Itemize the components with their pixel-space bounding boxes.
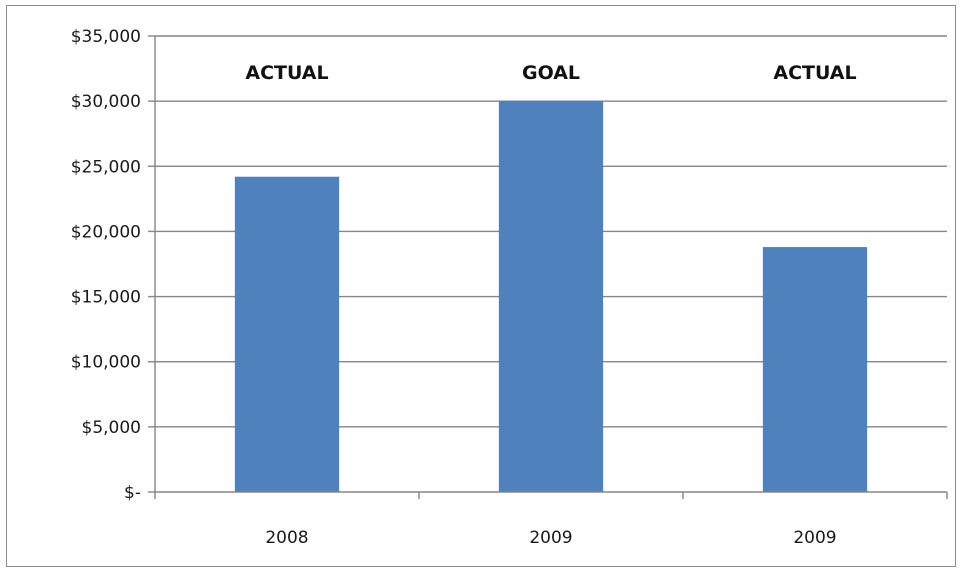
y-tick-label: $35,000	[71, 27, 141, 47]
bars	[234, 101, 868, 493]
y-tick-label: $10,000	[71, 353, 141, 373]
bar-annotation: ACTUAL	[245, 62, 328, 84]
bar	[762, 247, 868, 492]
y-tick-label: $-	[124, 483, 141, 503]
bar-annotation: GOAL	[522, 62, 580, 84]
bar	[498, 101, 604, 493]
y-tick-label: $5,000	[82, 418, 141, 438]
y-tick-label: $15,000	[71, 288, 141, 308]
y-tick-label: $20,000	[71, 222, 141, 242]
x-tick-label: 2008	[265, 528, 308, 548]
bar-annotation: ACTUAL	[773, 62, 856, 84]
axes	[148, 35, 948, 499]
y-tick-label: $30,000	[71, 92, 141, 112]
bar	[234, 176, 340, 493]
x-tick-label: 2009	[529, 528, 572, 548]
x-tick-label: 2009	[793, 528, 836, 548]
y-tick-label: $25,000	[71, 157, 141, 177]
labels: $- $5,000 $10,000 $15,000 $20,000 $25,000 $30,…	[71, 27, 857, 548]
